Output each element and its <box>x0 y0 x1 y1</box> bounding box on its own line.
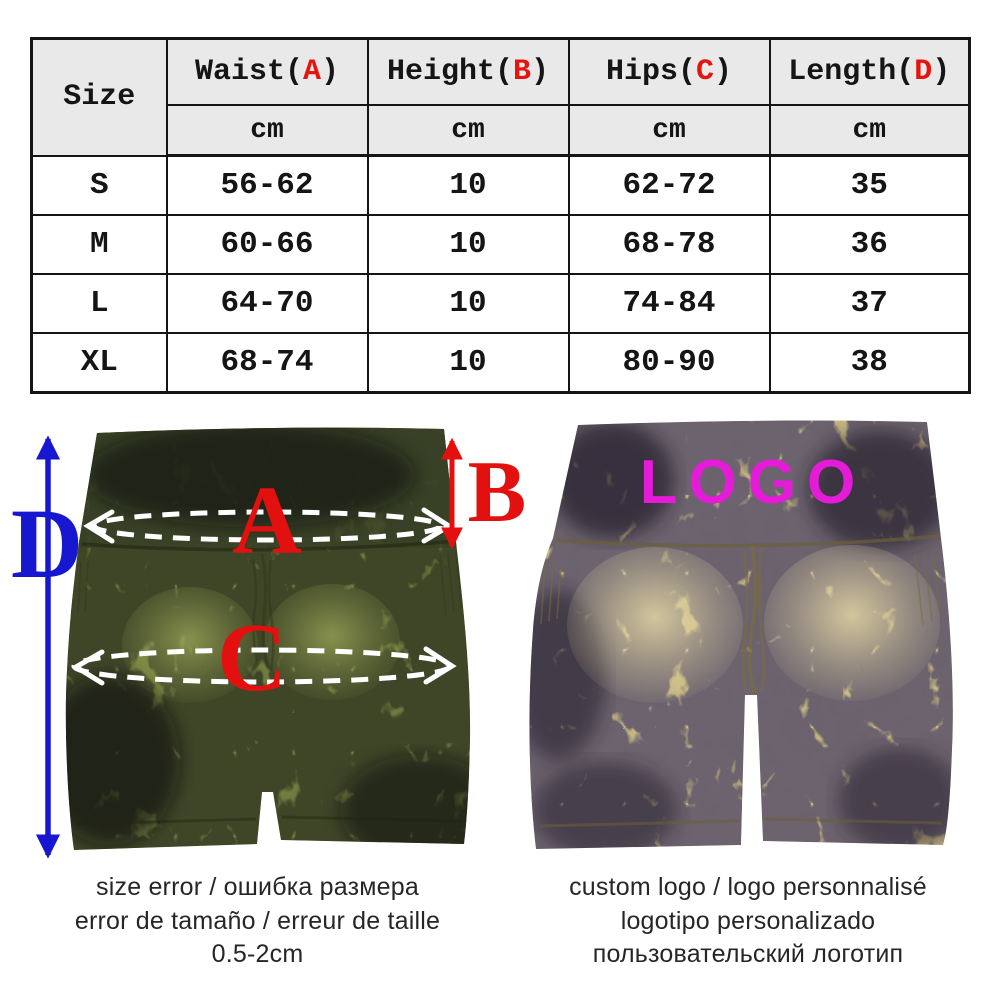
hips-cell: 68-78 <box>567 214 771 275</box>
length-label-d: D <box>11 488 83 599</box>
length-cell: 36 <box>768 214 971 275</box>
waist-label-a: A <box>232 467 302 574</box>
table-row-m: M 60-66 10 68-78 36 <box>30 214 971 275</box>
height-unit-cell: cm <box>366 104 570 157</box>
hips-cell: 62-72 <box>567 154 771 216</box>
caption-line: пользовательский логотип <box>592 940 904 968</box>
length-header-text: Length( <box>788 55 915 89</box>
height-cell: 10 <box>366 273 570 334</box>
waist-cell: 60-66 <box>165 214 369 275</box>
length-letter: D <box>914 55 933 89</box>
hips-label-c: C <box>217 604 287 711</box>
hips-letter: C <box>695 55 714 89</box>
size-cell: XL <box>30 332 168 394</box>
waist-header-close: ) <box>321 55 340 89</box>
waist-cell: 68-74 <box>165 332 369 394</box>
size-cell: M <box>30 214 168 275</box>
waist-header-cell: Waist(A) <box>165 37 369 106</box>
waist-header-text: Waist( <box>194 55 303 89</box>
size-cell: S <box>30 154 168 216</box>
hips-cell: 74-84 <box>567 273 771 334</box>
caption-line: logotipo personalizado <box>620 906 876 935</box>
height-cell: 10 <box>366 214 570 275</box>
length-header-close: ) <box>932 55 951 89</box>
hips-header-close: ) <box>714 55 733 89</box>
height-cell: 10 <box>366 332 570 394</box>
size-header-cell: Size <box>30 37 168 157</box>
measurement-figure: A B C D <box>11 420 953 859</box>
caption-line: 0.5-2cm <box>211 940 304 968</box>
height-header-cell: Height(B) <box>366 37 570 106</box>
hips-header-text: Hips( <box>605 55 696 89</box>
waist-cell: 64-70 <box>165 273 369 334</box>
table-row-s: S 56-62 10 62-72 35 <box>30 154 971 216</box>
height-header-close: ) <box>531 55 550 89</box>
height-cell: 10 <box>366 154 570 216</box>
caption-line: size error / ошибка размера <box>96 873 419 901</box>
custom-logo-caption: custom logo / logo personnalisé logotipo… <box>500 871 996 972</box>
length-unit-cell: cm <box>768 104 971 157</box>
hips-measure-line <box>71 646 457 686</box>
table-row-l: L 64-70 10 74-84 37 <box>30 273 971 334</box>
length-cell: 38 <box>768 332 971 394</box>
hips-unit-cell: cm <box>567 104 771 157</box>
height-letter: B <box>513 55 532 89</box>
size-cell: L <box>30 273 168 334</box>
table-row-xl: XL 68-74 10 80-90 38 <box>30 332 971 394</box>
length-header-cell: Length(D) <box>768 37 971 106</box>
left-shorts-photo: A B C D <box>11 427 527 859</box>
table-unit-row: cm cm cm cm <box>32 104 971 157</box>
waist-cell: 56-62 <box>165 154 369 216</box>
waist-letter: A <box>303 55 322 89</box>
height-header-text: Height( <box>386 55 513 89</box>
length-cell: 35 <box>768 154 971 216</box>
hips-header-cell: Hips(C) <box>567 37 771 106</box>
caption-line: custom logo / logo personnalisé <box>569 873 927 901</box>
right-shorts-photo: LOGO <box>529 420 953 850</box>
hips-cell: 80-90 <box>567 332 771 394</box>
caption-line: error de tamaño / erreur de taille <box>74 906 441 935</box>
size-table: Size Waist(A) Height(B) Hips(C) Length(D… <box>30 37 971 394</box>
table-header-row: Size Waist(A) Height(B) Hips(C) Length(D… <box>30 37 971 157</box>
custom-logo-text: LOGO <box>640 448 867 517</box>
band-height-label-b: B <box>468 444 527 541</box>
waist-unit-cell: cm <box>165 104 369 157</box>
length-cell: 37 <box>768 273 971 334</box>
size-error-caption: size error / ошибка размера error de tam… <box>15 871 500 972</box>
